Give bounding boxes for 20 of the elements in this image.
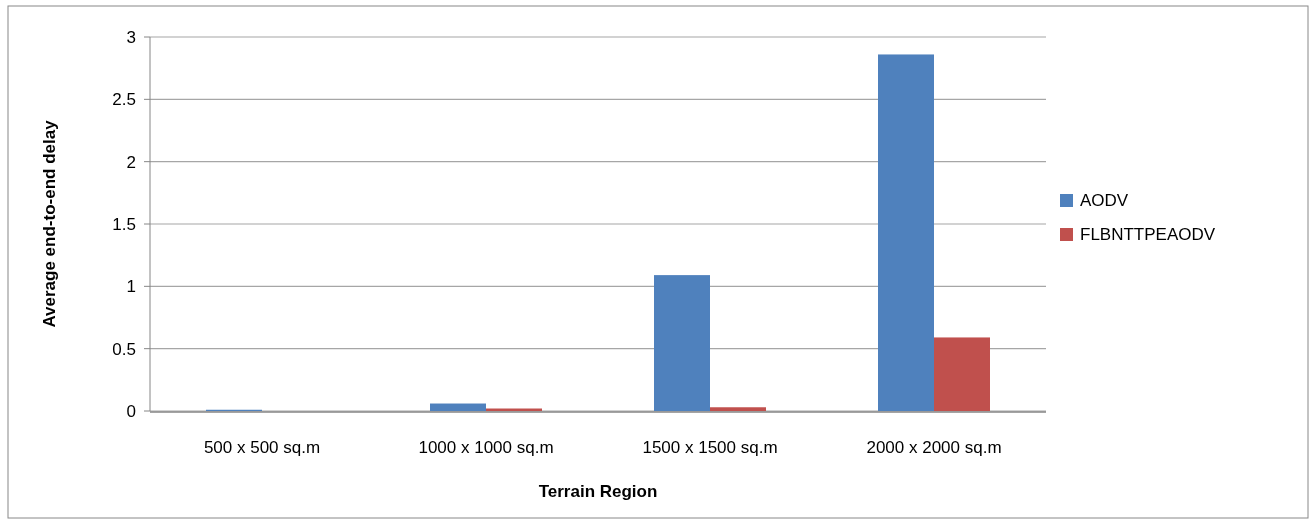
y-axis-title: Average end-to-end delay <box>40 119 59 328</box>
x-axis-title: Terrain Region <box>538 482 658 501</box>
y-tick-label: 2 <box>126 152 136 172</box>
y-tick-label: 1.5 <box>112 214 136 234</box>
y-tick-label: 2.5 <box>112 90 136 110</box>
bar <box>934 337 990 411</box>
bar <box>878 54 934 411</box>
bar <box>654 275 710 411</box>
bar <box>710 407 766 411</box>
x-tick-label: 2000 x 2000 sq.m <box>866 438 1002 457</box>
bar <box>430 403 486 411</box>
legend-label: FLBNTTPEAODV <box>1080 224 1216 244</box>
y-tick-label: 1 <box>126 277 136 297</box>
legend-label: AODV <box>1080 190 1129 210</box>
x-tick-label: 500 x 500 sq.m <box>203 438 321 457</box>
x-tick-label: 1500 x 1500 sq.m <box>642 438 778 457</box>
x-tick-label: 1000 x 1000 sq.m <box>418 438 554 457</box>
y-tick-label: 0 <box>126 401 136 421</box>
y-tick-label: 0.5 <box>112 339 136 359</box>
y-tick-label: 3 <box>126 27 136 47</box>
